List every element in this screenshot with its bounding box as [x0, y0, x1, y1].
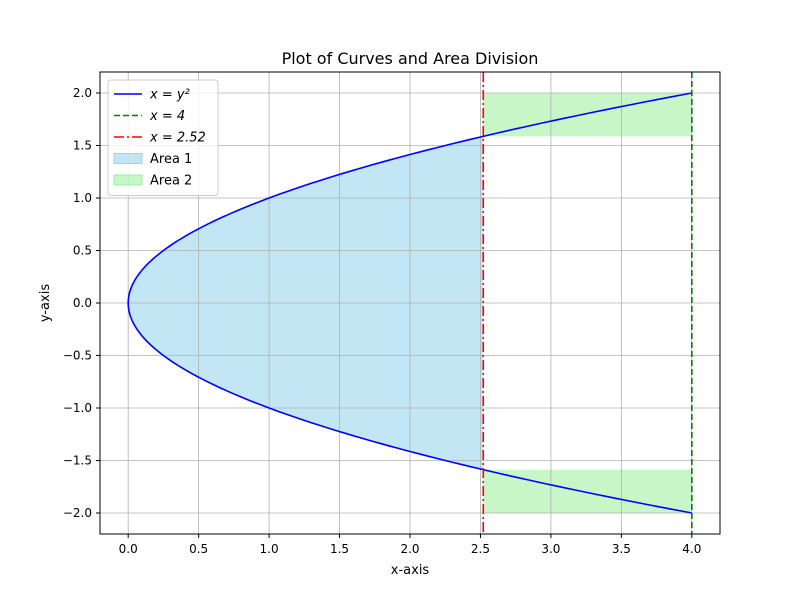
x-tick-label: 3.0 [541, 542, 560, 556]
legend-box [107, 79, 219, 196]
y-tick-label: 0.0 [73, 296, 92, 310]
y-tick-label: −0.5 [63, 349, 92, 363]
y-tick-label: −2.0 [63, 506, 92, 520]
y-tick-label: 2.0 [73, 86, 92, 100]
x-tick-label: 1.5 [330, 542, 349, 556]
y-tick-label: −1.5 [63, 454, 92, 468]
x-tick-label: 0.0 [119, 542, 138, 556]
legend-swatch-area-1 [113, 153, 143, 164]
y-tick-label: −1.0 [63, 401, 92, 415]
x-tick-label: 2.0 [400, 542, 419, 556]
chart-title: Plot of Curves and Area Division [282, 49, 539, 68]
legend-label-x-4: x = 4 [149, 109, 185, 124]
y-axis-ticks: 2.0 1.5 1.0 0.5 0.0 −0.5 −1.0 −1.5 −2.0 [63, 86, 100, 520]
legend: x = y² x = 4 x = 2.52 Area 1 Area 2 [107, 79, 219, 196]
x-tick-label: 0.5 [189, 542, 208, 556]
legend-label-area-2: Area 2 [150, 174, 192, 189]
x-tick-label: 1.0 [260, 542, 279, 556]
series-curve-x-equals-y-squared [127, 92, 692, 514]
y-tick-label: 0.5 [73, 244, 92, 258]
y-tick-label: 1.5 [73, 139, 92, 153]
legend-label-x-2-52: x = 2.52 [149, 131, 206, 146]
x-axis-label: x-axis [391, 563, 430, 578]
x-tick-label: 4.0 [682, 542, 701, 556]
x-tick-label: 2.5 [471, 542, 490, 556]
x-axis-ticks: 0.0 0.5 1.0 1.5 2.0 2.5 3.0 3.5 4.0 [119, 534, 701, 556]
legend-label-x-y: x = y² [149, 88, 190, 103]
legend-label-area-1: Area 1 [150, 152, 192, 167]
legend-swatch-area-2 [113, 174, 143, 186]
y-axis-label: y-axis [38, 284, 53, 322]
x-tick-label: 3.5 [612, 542, 631, 556]
y-tick-label: 1.0 [73, 191, 92, 205]
lines-layer [127, 72, 693, 534]
